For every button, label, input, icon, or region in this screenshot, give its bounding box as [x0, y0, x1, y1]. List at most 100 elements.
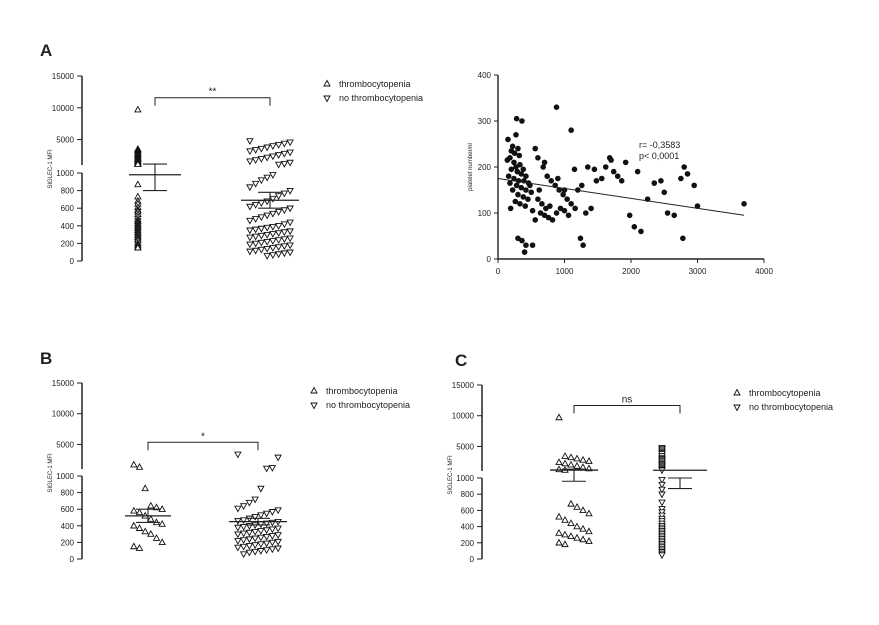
chart-a-left-significance-bracket	[154, 97, 271, 106]
chart-a-left-point	[286, 219, 294, 227]
chart-b-point	[158, 520, 166, 527]
chart-a-right-point	[549, 217, 556, 223]
chart-b-point	[135, 524, 144, 531]
chart-b-point	[257, 534, 265, 542]
chart-b-point	[245, 523, 254, 530]
chart-a-right-point	[515, 235, 521, 242]
chart-b-y-tick-label: 10000	[52, 410, 75, 419]
chart-c-point	[585, 509, 593, 517]
chart-a-right-point	[519, 118, 525, 124]
chart-a-right-point	[631, 224, 638, 230]
chart-b-y-tick-label: 600	[61, 505, 75, 514]
chart-a-right-annotation-r: r= -0,3583	[639, 140, 680, 150]
chart-a-left-point	[274, 230, 283, 237]
chart-a-left-point	[251, 226, 260, 234]
chart-a-right-point	[532, 145, 539, 152]
chart-a-left-point	[274, 193, 283, 201]
chart-a-left-point	[263, 174, 271, 182]
chart-a-right-point	[548, 178, 554, 184]
chart-c-y-tick-label: 400	[461, 523, 475, 532]
chart-a-left-point	[286, 242, 294, 250]
chart-a-left-point	[286, 139, 294, 147]
chart-a-right-annotation-p: p< 0,0001	[639, 151, 679, 161]
chart-c-point	[561, 459, 569, 467]
chart-a-left-y-tick-label: 400	[61, 222, 75, 231]
chart-a-left-point	[286, 187, 294, 195]
chart-a-right-point	[568, 127, 574, 133]
chart-b-point	[239, 543, 248, 551]
chart-b-point	[274, 525, 282, 533]
chart-a-right-x-tick-label: 2000	[622, 267, 640, 276]
chart-a-left-point	[246, 138, 254, 145]
chart-a-left-point	[257, 155, 266, 163]
chart-b-point	[239, 537, 248, 545]
chart-b-point	[135, 544, 144, 551]
chart-a-left-point	[246, 184, 254, 192]
panel-label-c: C	[455, 351, 467, 370]
chart-a-left-point	[269, 143, 277, 151]
chart-b-point	[274, 538, 282, 546]
chart-a-right-y-label: platelet number/nl	[468, 143, 474, 191]
chart-a-left-point	[286, 235, 294, 243]
chart-c-legend-label: no thrombocytopenia	[749, 402, 833, 412]
chart-a-left-point	[269, 245, 277, 252]
chart-a-left-point	[269, 153, 277, 161]
chart-a-left-point	[286, 205, 294, 213]
chart-a-left-point	[263, 231, 271, 239]
chart-c-point	[585, 457, 593, 464]
chart-b-point	[147, 501, 155, 509]
chart-c-y-tick-label: 0	[470, 555, 475, 564]
chart-c-significance-label: ns	[622, 395, 633, 406]
chart-a-left-point	[269, 195, 277, 203]
chart-b-point	[251, 535, 259, 543]
chart-b-legend-marker	[310, 386, 318, 394]
chart-a-right-point	[522, 203, 529, 209]
chart-a-right-point	[651, 180, 658, 186]
chart-c-y-tick-label: 1000	[456, 474, 474, 483]
chart-a-right-y-tick-label: 0	[487, 255, 492, 264]
chart-a-right-point	[580, 242, 586, 248]
chart-a-right-point	[564, 196, 570, 202]
chart-c-point	[658, 512, 666, 520]
chart-a-left-y-tick-label: 5000	[56, 136, 74, 145]
chart-c-point	[561, 530, 569, 538]
chart-b-point	[257, 512, 265, 520]
chart-a-right-point	[512, 198, 519, 205]
chart-a-right-point	[517, 201, 523, 207]
chart-a-left-point	[263, 238, 271, 246]
chart-a-right-point	[694, 203, 701, 209]
chart-b-point	[245, 549, 254, 557]
chart-a-right-point	[511, 175, 517, 182]
chart-a-left-y-tick-label: 10000	[52, 104, 75, 113]
chart-a-left-point	[269, 172, 277, 179]
chart-a-left-point	[257, 232, 266, 240]
chart-a-left-point	[274, 152, 283, 159]
chart-b-point	[245, 536, 254, 544]
chart-a-left-point	[286, 249, 294, 257]
chart-a-left-legend-label: no thrombocytopenia	[339, 93, 423, 103]
chart-b-point	[274, 545, 282, 553]
chart-c-point	[585, 537, 593, 544]
chart-c-point	[585, 527, 593, 535]
chart-a-right-point	[561, 207, 568, 214]
chart-a-right-point	[507, 205, 514, 212]
chart-b-point	[251, 496, 259, 504]
chart-a-left-point	[257, 177, 266, 185]
chart-b-significance-label: *	[201, 431, 205, 442]
chart-a-right-point	[505, 136, 511, 143]
chart-c-point	[658, 481, 666, 489]
chart-b-y-tick-label: 200	[61, 538, 75, 547]
chart-c-y-tick-label: 5000	[456, 442, 474, 451]
chart-c-point	[658, 499, 666, 507]
chart-a-left-point	[269, 210, 277, 218]
chart-b-point	[130, 521, 138, 529]
chart-a-right-point	[523, 242, 529, 248]
chart-a-left-y-tick-label: 15000	[52, 72, 75, 81]
chart-a-right-point	[527, 182, 533, 189]
chart-a-left-point	[257, 200, 266, 208]
chart-c-point	[658, 476, 666, 484]
chart-a-right-x-tick-label: 0	[496, 267, 501, 276]
chart-a-left-point	[280, 150, 289, 158]
chart-a-left-point	[263, 224, 271, 232]
chart-a-right-point	[509, 187, 516, 193]
